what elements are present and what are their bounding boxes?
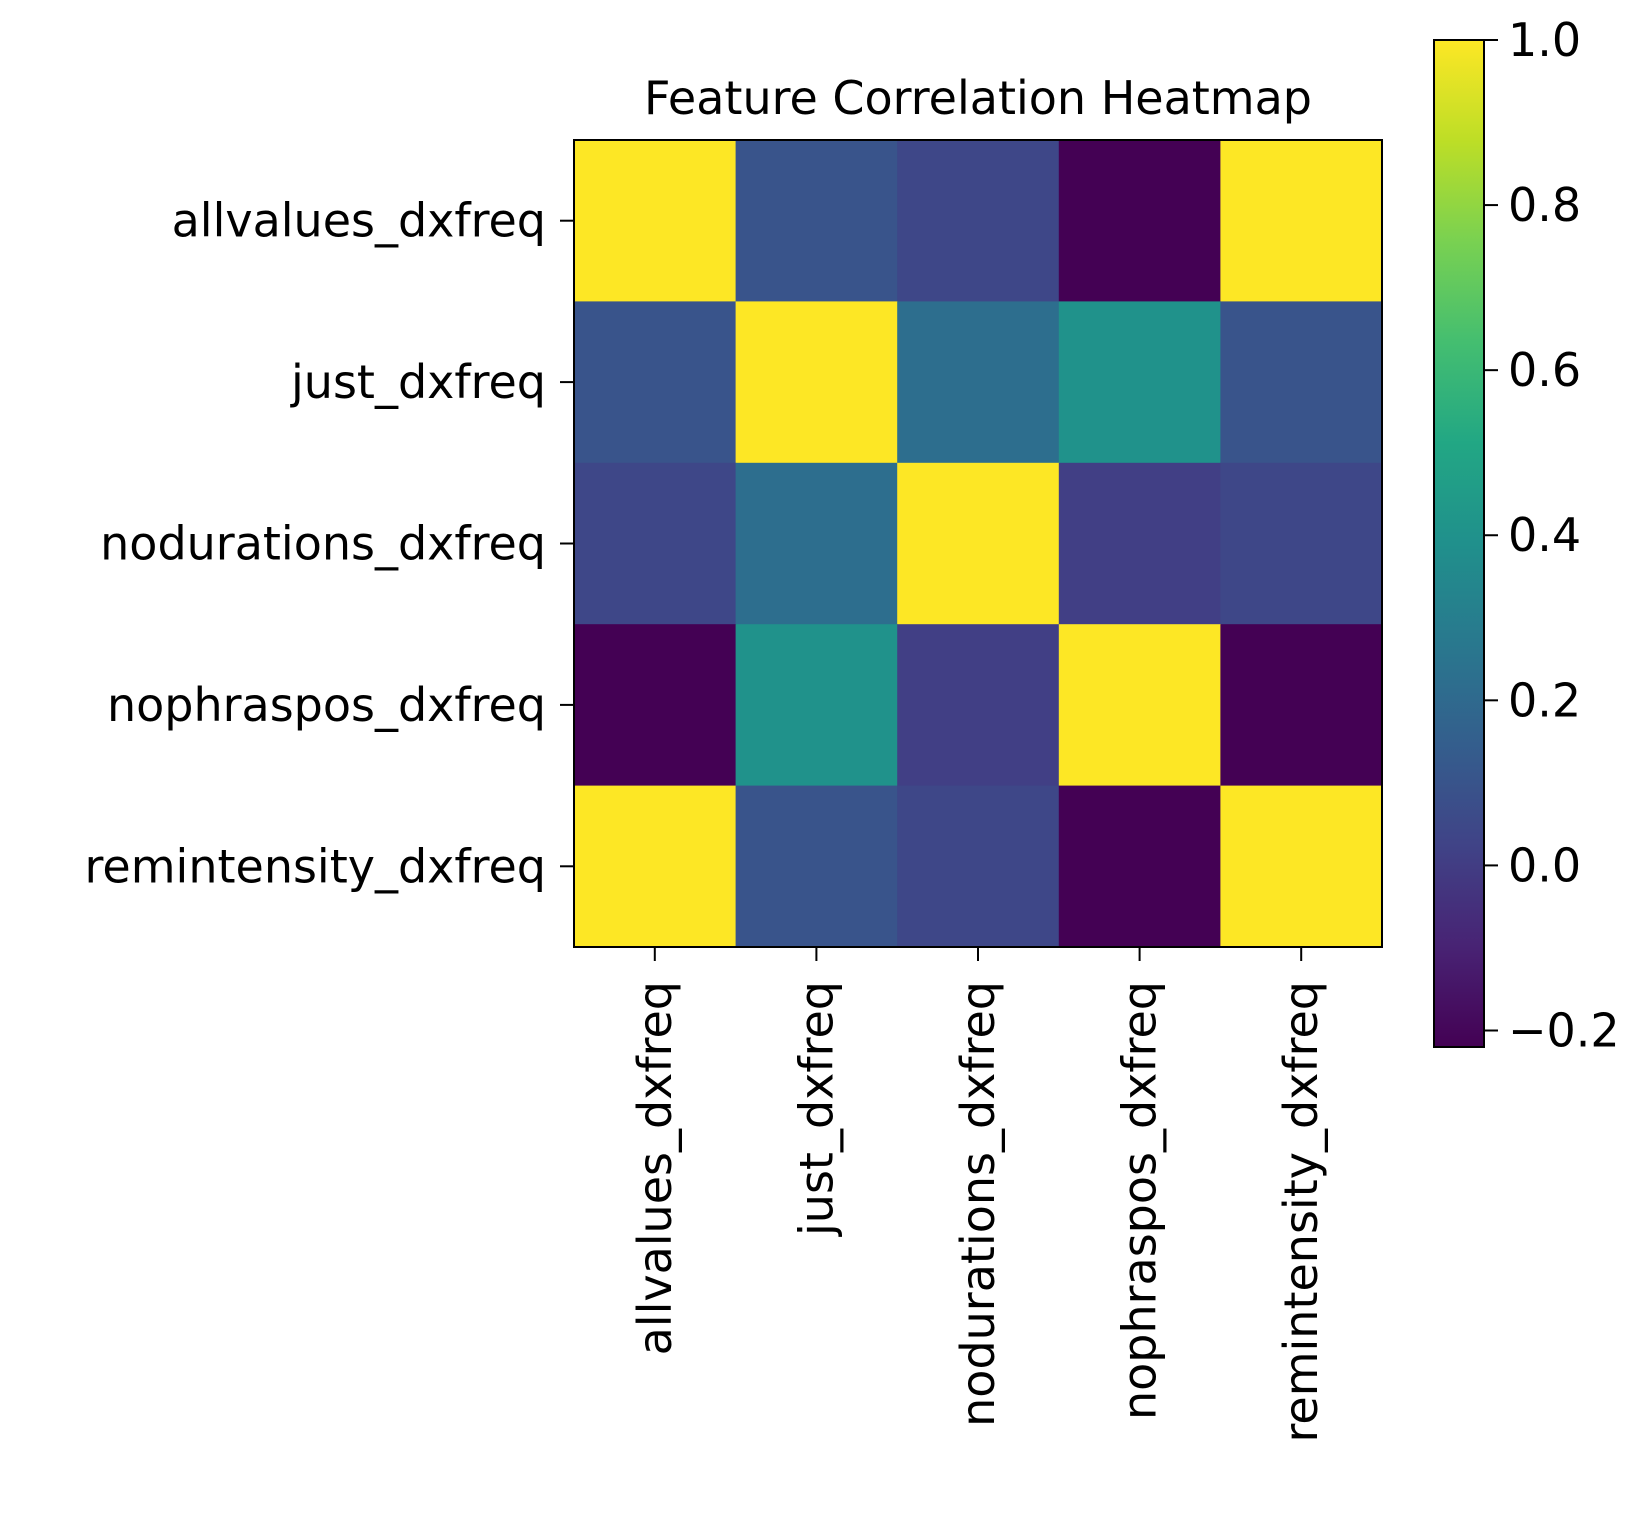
y-tick-label: remintensity_dxfreq bbox=[85, 839, 546, 893]
heatmap-cell bbox=[574, 140, 737, 302]
heatmap-cell bbox=[897, 785, 1060, 948]
heatmap-cell bbox=[735, 462, 898, 625]
heatmap-cell bbox=[897, 462, 1060, 625]
x-tick-label: nodurations_dxfreq bbox=[951, 981, 1005, 1427]
y-tick-label: nophraspos_dxfreq bbox=[107, 678, 546, 732]
heatmap-cell bbox=[574, 462, 737, 625]
colorbar: 1.0 0.8 0.6 0.4 0.2 0.0 −0.2 bbox=[1433, 13, 1620, 1057]
x-tick-label: allvalues_dxfreq bbox=[628, 981, 682, 1355]
y-axis: allvalues_dxfreq just_dxfreq nodurations_d… bbox=[85, 194, 574, 893]
heatmap-cell bbox=[1220, 785, 1383, 948]
heatmap-cell bbox=[735, 624, 898, 787]
colorbar-tick-label: 1.0 bbox=[1508, 13, 1581, 67]
y-tick-label: allvalues_dxfreq bbox=[172, 194, 546, 248]
heatmap-cell bbox=[574, 624, 737, 787]
heatmap-cell bbox=[1058, 462, 1221, 625]
heatmap-cell bbox=[897, 301, 1060, 464]
heatmap-cell bbox=[735, 785, 898, 948]
x-axis: allvalues_dxfreq just_dxfreq nodurations_d… bbox=[628, 947, 1328, 1442]
heatmap-cell bbox=[1220, 462, 1383, 625]
heatmap-cell bbox=[1220, 301, 1383, 464]
heatmap-cell bbox=[574, 301, 737, 464]
colorbar-gradient bbox=[1433, 39, 1485, 1048]
heatmap-cell bbox=[897, 624, 1060, 787]
y-tick-label: just_dxfreq bbox=[290, 355, 546, 409]
colorbar-tick-label: 0.4 bbox=[1508, 508, 1581, 562]
heatmap-cell bbox=[1058, 140, 1221, 302]
colorbar-tick-label: −0.2 bbox=[1508, 1003, 1620, 1057]
heatmap-cell bbox=[735, 301, 898, 464]
heatmap-cell bbox=[735, 140, 898, 302]
x-tick-label: nophraspos_dxfreq bbox=[1113, 981, 1167, 1420]
chart-title: Feature Correlation Heatmap bbox=[644, 71, 1312, 125]
heatmap-cell bbox=[1220, 624, 1383, 787]
y-tick-label: nodurations_dxfreq bbox=[100, 517, 546, 571]
colorbar-tick-label: 0.6 bbox=[1508, 343, 1581, 397]
heatmap-cell bbox=[574, 785, 737, 948]
x-tick-label: remintensity_dxfreq bbox=[1274, 981, 1328, 1442]
heatmap-cells bbox=[574, 140, 1383, 948]
heatmap-cell bbox=[1058, 785, 1221, 948]
x-tick-label: just_dxfreq bbox=[789, 981, 843, 1237]
heatmap-cell bbox=[1220, 140, 1383, 302]
colorbar-tick-label: 0.0 bbox=[1508, 838, 1581, 892]
heatmap-cell bbox=[1058, 624, 1221, 787]
heatmap-cell bbox=[897, 140, 1060, 302]
colorbar-tick-label: 0.8 bbox=[1508, 178, 1581, 232]
colorbar-tick-label: 0.2 bbox=[1508, 673, 1581, 727]
heatmap-cell bbox=[1058, 301, 1221, 464]
